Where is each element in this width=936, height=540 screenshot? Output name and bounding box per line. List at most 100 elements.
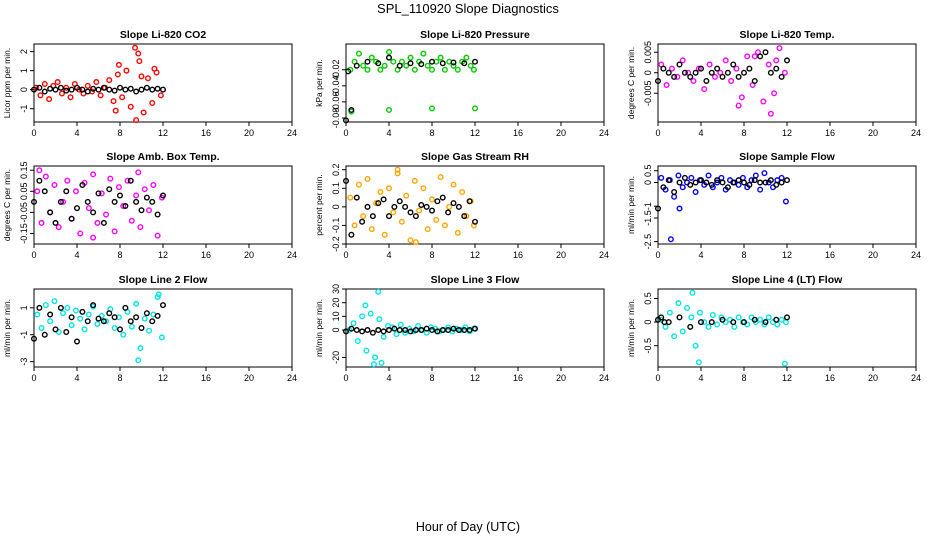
data-point	[373, 200, 380, 207]
data-point	[386, 213, 393, 220]
data-point	[445, 324, 452, 331]
data-point	[111, 87, 118, 94]
data-point	[36, 167, 43, 174]
data-point	[714, 65, 721, 72]
data-point	[368, 226, 375, 233]
x-tick-label: 4	[386, 128, 391, 138]
data-point	[434, 328, 441, 335]
data-point	[353, 62, 360, 69]
data-point	[778, 316, 785, 323]
x-tick-label: 16	[513, 250, 523, 260]
data-point	[63, 188, 70, 195]
data-point	[695, 65, 702, 72]
data-point	[751, 316, 758, 323]
x-tick-label: 0	[655, 128, 660, 138]
data-point	[380, 196, 387, 203]
data-point	[377, 66, 384, 73]
data-point	[343, 328, 350, 335]
data-point	[722, 57, 729, 64]
data-point	[363, 347, 370, 354]
data-point	[774, 321, 781, 328]
data-point	[60, 198, 67, 205]
data-point	[423, 203, 430, 210]
x-tick-label: 4	[74, 128, 79, 138]
data-point	[744, 53, 751, 60]
data-point	[394, 170, 401, 177]
data-point	[397, 321, 404, 328]
x-tick-label: 8	[429, 373, 434, 383]
data-point	[360, 62, 367, 69]
data-point	[412, 239, 419, 246]
y-axis-label: ml/min per min.	[2, 299, 12, 357]
data-point	[367, 310, 374, 317]
data-point	[52, 326, 59, 333]
data-point	[133, 300, 140, 307]
data-point	[36, 304, 43, 311]
data-point	[762, 49, 769, 56]
panel-title: Slope Line 2 Flow	[119, 274, 209, 286]
data-point	[111, 314, 118, 321]
x-tick-label: 20	[244, 250, 254, 260]
data-point	[41, 188, 48, 195]
data-point	[776, 45, 783, 52]
panel-9: Slope Line 4 (LT) Flow ml/min per min. 0 4 8…	[626, 274, 921, 383]
data-point	[154, 312, 161, 319]
y-tick-label: -20	[331, 351, 341, 364]
x-tick-label: 4	[74, 373, 79, 383]
data-point	[761, 170, 768, 177]
x-tick-label: 4	[698, 250, 703, 260]
data-point	[445, 209, 452, 216]
data-point	[79, 308, 86, 315]
data-point	[141, 315, 148, 322]
y-tick-label: -0.02	[331, 59, 341, 80]
data-point	[466, 198, 473, 205]
panel-4: Slope Amb. Box Temp. degrees C per min. 0 4…	[2, 151, 297, 260]
data-point	[455, 203, 462, 210]
data-point	[416, 207, 423, 214]
data-point	[348, 325, 355, 332]
data-point	[55, 224, 62, 231]
data-point	[348, 231, 355, 238]
data-point	[667, 236, 674, 243]
y-tick-label: 0.05	[19, 183, 29, 201]
panel-title: Slope Li-820 Pressure	[420, 29, 530, 41]
data-point	[353, 327, 360, 334]
data-point	[690, 77, 697, 84]
data-point	[79, 181, 86, 188]
data-point	[429, 327, 436, 334]
data-point	[688, 314, 695, 321]
data-point	[343, 117, 350, 124]
data-point	[688, 174, 695, 181]
data-point	[676, 314, 683, 321]
data-point	[149, 86, 156, 93]
data-point	[124, 177, 131, 184]
data-point	[68, 314, 75, 321]
data-point	[773, 57, 780, 64]
data-point	[703, 179, 710, 186]
data-point	[662, 323, 669, 330]
data-point	[735, 73, 742, 80]
data-point	[681, 174, 688, 181]
x-tick-label: 16	[201, 128, 211, 138]
data-point	[127, 177, 134, 184]
data-point	[57, 198, 64, 205]
data-point	[781, 360, 788, 367]
data-point	[407, 54, 414, 61]
x-tick-label: 16	[825, 128, 835, 138]
series-hourly	[31, 177, 166, 226]
data-point	[450, 181, 457, 188]
data-point	[391, 203, 398, 210]
data-point	[445, 327, 452, 334]
plot-frame	[657, 288, 917, 368]
data-point	[396, 327, 403, 334]
data-point	[98, 190, 105, 197]
data-point	[128, 217, 135, 224]
data-point	[655, 77, 662, 84]
data-point	[103, 211, 110, 218]
data-point	[675, 300, 682, 307]
data-point	[784, 177, 791, 184]
data-point	[676, 61, 683, 68]
data-point	[767, 69, 774, 76]
data-point	[746, 65, 753, 72]
data-point	[784, 314, 791, 321]
